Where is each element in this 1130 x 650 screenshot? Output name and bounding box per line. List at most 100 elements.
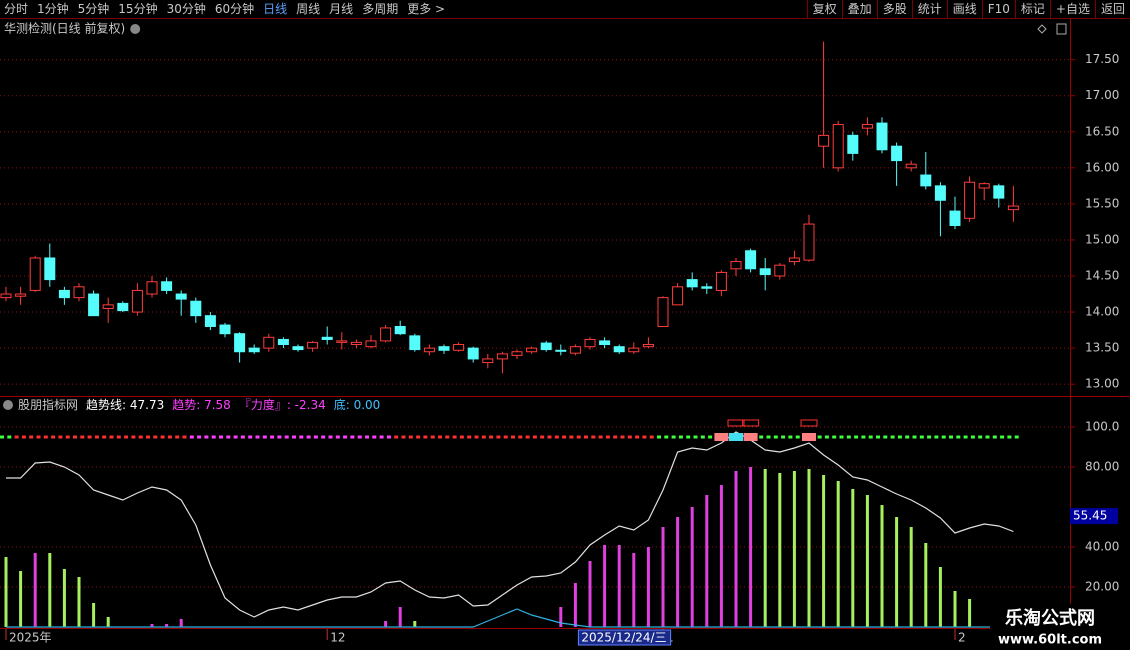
header-item: 趋势线: 47.73 bbox=[86, 398, 164, 412]
candle-body bbox=[117, 302, 129, 312]
candle-body bbox=[934, 185, 946, 201]
candle-body bbox=[423, 347, 435, 353]
bar bbox=[749, 467, 753, 627]
bar bbox=[588, 561, 592, 627]
toolbar-button[interactable]: 画线 bbox=[946, 0, 982, 18]
candle-body bbox=[642, 344, 654, 348]
trend-line bbox=[6, 431, 1014, 618]
candle-body bbox=[993, 185, 1005, 199]
period-tab[interactable]: 多周期 bbox=[362, 2, 399, 16]
candle-body bbox=[234, 333, 246, 353]
toolbar-button[interactable]: 统计 bbox=[911, 0, 947, 18]
y-tick-label: 40.00 bbox=[1085, 540, 1119, 554]
toolbar-button[interactable]: 复权 bbox=[806, 0, 842, 18]
bar bbox=[617, 545, 621, 627]
bar bbox=[179, 619, 183, 627]
candle-body bbox=[161, 281, 173, 291]
candle-body bbox=[321, 336, 333, 340]
bar bbox=[165, 624, 169, 627]
candle-body bbox=[409, 335, 421, 351]
bar bbox=[413, 621, 417, 627]
toolbar-buttons: 复权 叠加 多股 统计 画线 F10 标记 +自选 返回 bbox=[806, 0, 1130, 18]
signal-outline bbox=[727, 419, 745, 427]
watermark: www.60lt.com bbox=[998, 633, 1102, 648]
candle-body bbox=[131, 289, 143, 313]
y-tick-label: 14.00 bbox=[1085, 305, 1119, 319]
candle-body bbox=[44, 257, 56, 281]
period-tab[interactable]: 15分钟 bbox=[118, 2, 158, 16]
candle-body bbox=[847, 134, 859, 154]
candle-body bbox=[964, 181, 976, 219]
candle-body bbox=[818, 134, 830, 147]
bar bbox=[19, 571, 23, 627]
period-tab[interactable]: 日线 bbox=[263, 2, 288, 16]
candle-body bbox=[949, 210, 961, 227]
y-tick-label: 13.00 bbox=[1085, 377, 1119, 391]
toolbar-button[interactable]: 叠加 bbox=[841, 0, 877, 18]
watermark: 乐淘公式网 bbox=[1005, 607, 1095, 629]
toolbar-button[interactable]: 标记 bbox=[1014, 0, 1050, 18]
candle-body bbox=[394, 325, 406, 335]
bar bbox=[734, 471, 738, 627]
y-tick-label: 20.00 bbox=[1085, 580, 1119, 594]
base-line bbox=[6, 608, 1014, 628]
candle-body bbox=[263, 336, 275, 349]
period-tab[interactable]: 60分钟 bbox=[214, 2, 255, 16]
candle-body bbox=[58, 289, 70, 299]
candle-body bbox=[175, 293, 187, 300]
bar bbox=[851, 489, 855, 627]
bar bbox=[92, 603, 96, 627]
bar bbox=[676, 517, 680, 627]
bar bbox=[77, 577, 81, 627]
bar bbox=[778, 473, 782, 627]
period-tab[interactable]: 更多 > bbox=[407, 2, 446, 16]
signal bbox=[729, 433, 743, 441]
bar bbox=[48, 553, 52, 627]
candle-body bbox=[715, 271, 727, 291]
y-tick-label: 15.00 bbox=[1085, 232, 1119, 246]
candle-body bbox=[380, 327, 392, 342]
icon[interactable] bbox=[1056, 23, 1067, 35]
bar bbox=[646, 547, 650, 627]
icon[interactable] bbox=[1037, 24, 1047, 34]
period-tab[interactable]: 1分钟 bbox=[37, 2, 69, 16]
title-menu[interactable] bbox=[130, 24, 141, 34]
candle-body bbox=[204, 315, 216, 327]
period-tabs: 分时 1分钟 5分钟 15分钟 30分钟 60分钟 日线 周线 月线 多周期 更多 > bbox=[0, 0, 450, 18]
bar bbox=[968, 599, 972, 627]
candle-body bbox=[292, 346, 304, 351]
signal bbox=[743, 433, 758, 441]
y-tick-label: 100.0 bbox=[1085, 420, 1119, 434]
candle-body bbox=[701, 286, 713, 289]
candle-body bbox=[277, 338, 289, 346]
candle-body bbox=[657, 297, 669, 327]
candle-body bbox=[496, 353, 508, 360]
toolbar-button[interactable]: 返回 bbox=[1094, 0, 1130, 18]
candle-body bbox=[569, 346, 581, 354]
y-tick-label: 14.50 bbox=[1085, 269, 1119, 283]
period-tab[interactable]: 月线 bbox=[329, 2, 354, 16]
candle-body bbox=[248, 347, 260, 353]
bar bbox=[632, 553, 636, 627]
period-tab[interactable]: 30分钟 bbox=[166, 2, 206, 16]
bar bbox=[106, 617, 110, 627]
toolbar-button[interactable]: 多股 bbox=[876, 0, 912, 18]
indicator-menu[interactable] bbox=[3, 400, 13, 410]
bar bbox=[661, 527, 665, 627]
bar bbox=[33, 553, 37, 627]
signal bbox=[714, 433, 729, 441]
period-tab[interactable]: 5分钟 bbox=[77, 2, 110, 16]
toolbar-button[interactable]: F10 bbox=[981, 0, 1015, 18]
toolbar: 分时 1分钟 5分钟 15分钟 30分钟 60分钟 日线 周线 月线 多周期 更多 > 复权 叠加 多股… bbox=[0, 0, 1130, 18]
candle-body bbox=[102, 304, 114, 309]
period-tab[interactable]: 周线 bbox=[296, 2, 321, 16]
toolbar-button[interactable]: +自选 bbox=[1049, 0, 1095, 18]
candle-body bbox=[759, 268, 771, 276]
candle-body bbox=[905, 163, 917, 169]
signal-outline bbox=[742, 419, 760, 427]
period-tab[interactable]: 分时 bbox=[4, 2, 29, 16]
candle-body bbox=[613, 346, 625, 353]
candle-body bbox=[511, 351, 523, 356]
